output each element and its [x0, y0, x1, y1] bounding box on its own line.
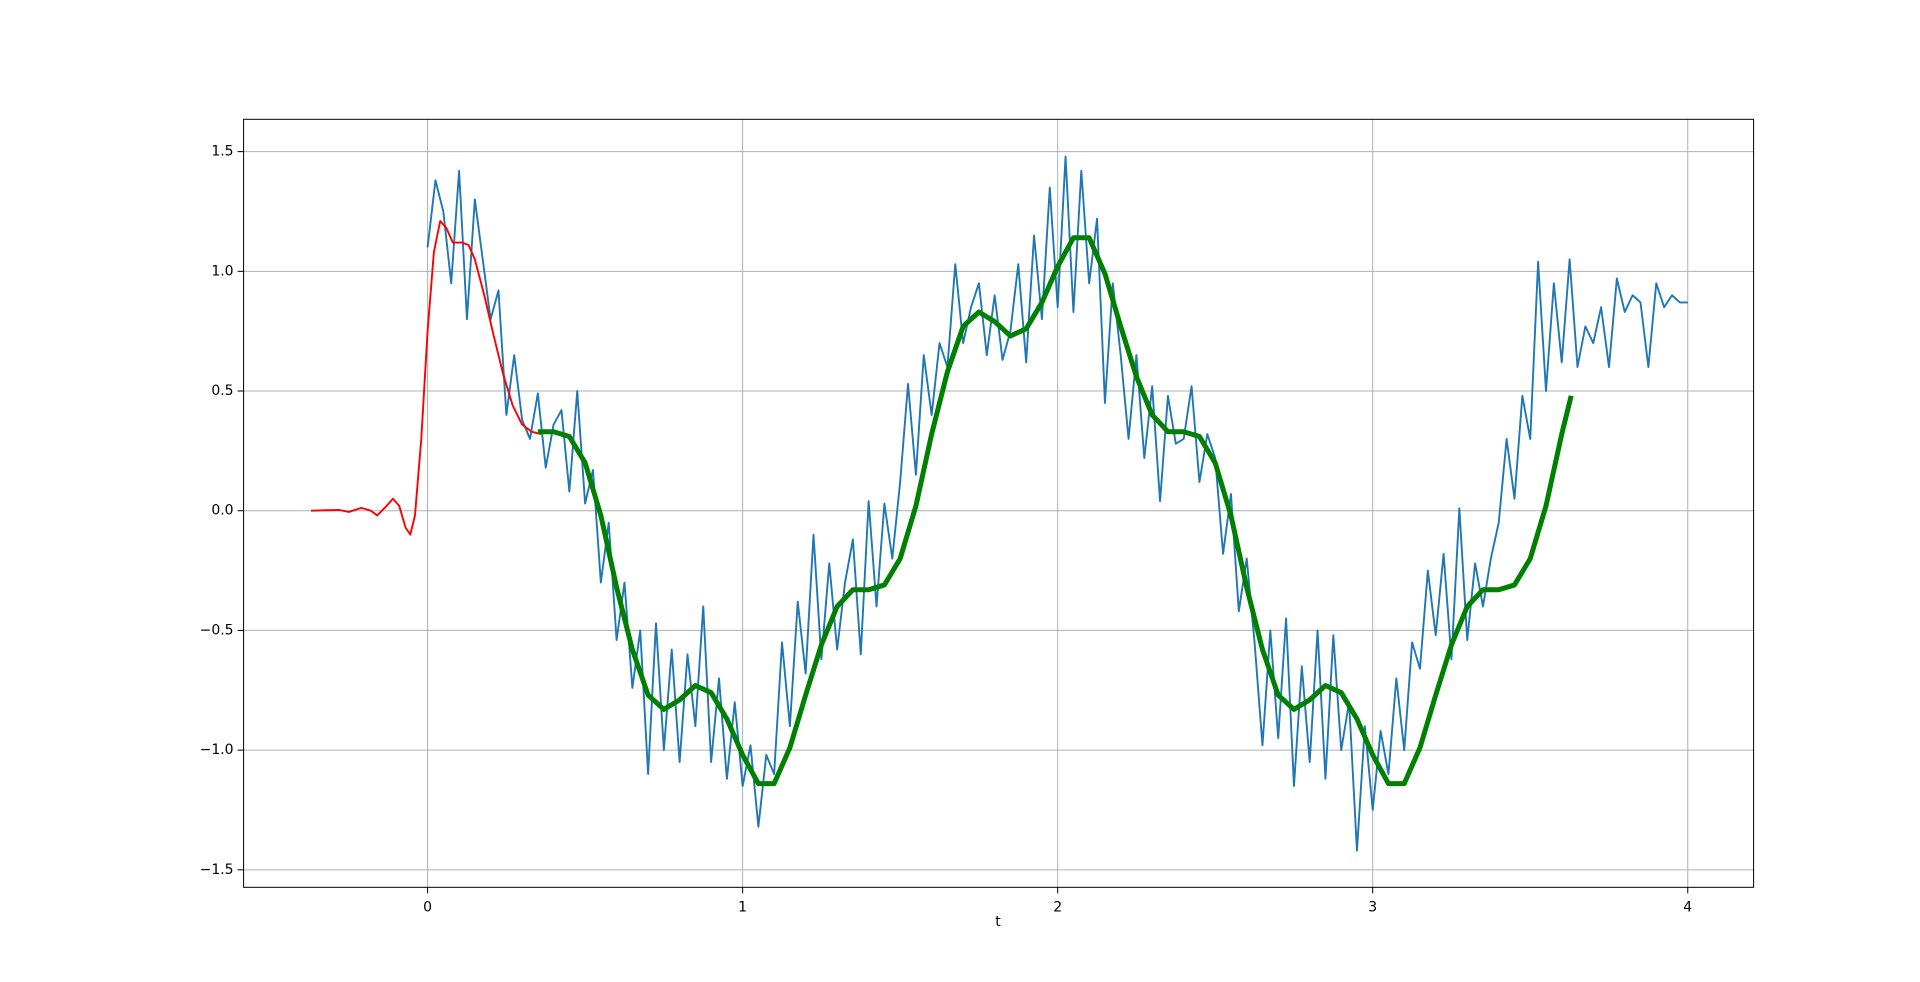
series-line	[426, 155, 1688, 852]
y-tick-label: 1.0	[211, 263, 233, 279]
x-tick-label: 3	[1368, 899, 1377, 915]
y-tick-label: 0.5	[211, 383, 233, 399]
series-line	[537, 235, 1574, 787]
x-tick-label: 1	[738, 899, 747, 915]
x-tick-label: 0	[423, 899, 432, 915]
plot-frame	[243, 118, 1755, 888]
series-line	[310, 220, 542, 536]
y-tick-label: 0.0	[211, 503, 233, 519]
y-tick-label: −0.5	[200, 622, 234, 638]
y-tick-label: −1.0	[200, 742, 234, 758]
y-tick-label: −1.5	[200, 862, 234, 878]
x-tick-label: 4	[1683, 899, 1692, 915]
x-axis-label: t	[995, 914, 1001, 930]
x-tick-label: 2	[1053, 899, 1062, 915]
y-tick-label: 1.5	[211, 144, 233, 160]
